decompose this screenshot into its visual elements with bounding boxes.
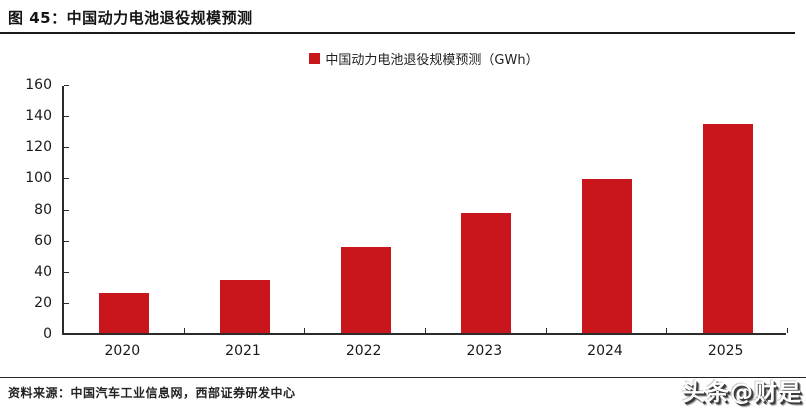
y-axis-label-40: 40 [34, 263, 52, 280]
y-axis-tick [64, 271, 69, 273]
y-axis-label-80: 80 [34, 201, 52, 218]
x-axis-tick [425, 328, 426, 333]
x-axis-tick [183, 328, 185, 333]
y-axis-label-20: 20 [34, 294, 52, 311]
source-note: 资料来源：中国汽车工业信息网，西部证券研发中心 [8, 386, 296, 400]
bar-2025 [702, 124, 753, 333]
y-axis-tick [64, 85, 69, 86]
bar-2023 [461, 213, 512, 333]
toutiao-watermark: 头条@财是 [682, 380, 802, 406]
y-axis-label-0: 0 [43, 326, 52, 342]
x-axis-tick [787, 328, 788, 333]
y-axis-label-60: 60 [34, 232, 52, 249]
bar-2021 [220, 280, 270, 333]
bar-2020 [99, 292, 150, 333]
chart-legend: 中国动力电池退役规模预测（GWh） [62, 50, 786, 68]
legend-swatch-icon [309, 52, 321, 64]
y-axis-tick [64, 302, 69, 304]
y-axis-tick [64, 240, 69, 242]
y-axis-tick [64, 209, 69, 211]
y-axis-tick [64, 178, 69, 180]
title-divider [0, 32, 795, 34]
y-axis-label-120: 120 [25, 139, 52, 156]
y-axis-label-160: 160 [25, 77, 52, 93]
y-axis-label-100: 100 [25, 170, 52, 187]
chart-area: 0 20 40 60 80 100 120 140 160 2020 2021 2022 2023 202… [0, 77, 806, 366]
x-axis-label-2020: 2020 [104, 343, 141, 359]
y-axis-label-140: 140 [25, 108, 52, 125]
figure-title: 图 45：中国动力电池退役规模预测 [8, 9, 253, 27]
x-axis-tick [304, 328, 306, 333]
footer-divider [0, 377, 806, 378]
x-axis-label-2021: 2021 [225, 343, 261, 359]
x-axis-label-2022: 2022 [345, 343, 382, 359]
plot-area [62, 85, 788, 335]
y-axis-tick [64, 147, 69, 149]
x-axis-label-2025: 2025 [707, 343, 744, 359]
x-axis-label-2023: 2023 [466, 343, 503, 359]
y-axis-tick [64, 116, 69, 118]
bar-2022 [340, 247, 391, 333]
x-axis-label-2024: 2024 [587, 343, 623, 359]
x-axis-tick [545, 328, 547, 333]
x-axis-tick [666, 328, 668, 333]
bar-2024 [582, 178, 632, 333]
legend-label: 中国动力电池退役规模预测（GWh） [325, 52, 539, 68]
